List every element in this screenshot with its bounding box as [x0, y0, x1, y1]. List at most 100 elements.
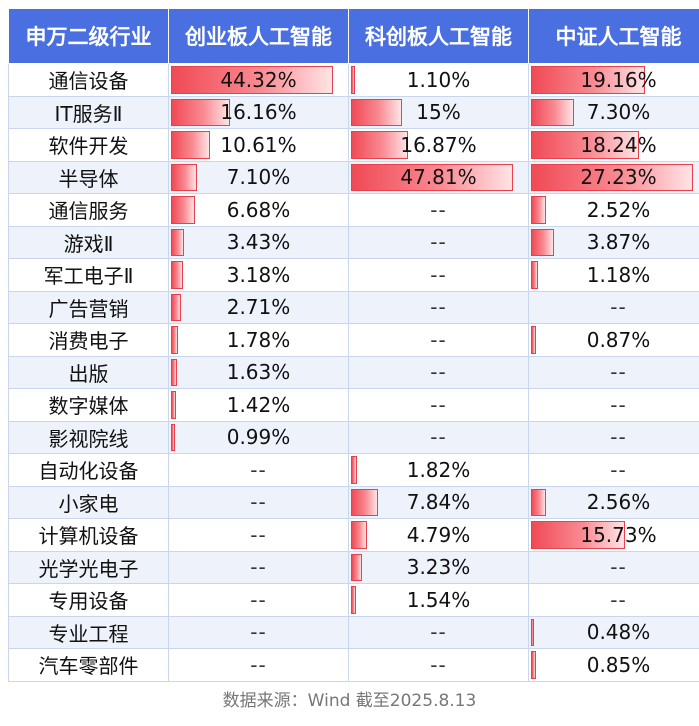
weight-bar: [171, 228, 184, 256]
cell-chinext-ai: 10.61%: [168, 128, 349, 162]
weight-bar: [531, 98, 574, 126]
cell-chinext-ai: --: [168, 583, 349, 617]
industry-name: 游戏Ⅱ: [8, 225, 169, 259]
weight-bar: [171, 131, 210, 159]
cell-csi-ai: 18.24%: [528, 128, 699, 162]
empty-value: --: [250, 620, 267, 645]
cell-chinext-ai: --: [168, 648, 349, 682]
industry-name: 影视院线: [8, 420, 169, 454]
weight-value: 3.23%: [406, 555, 471, 580]
cell-csi-ai: 27.23%: [528, 160, 699, 194]
empty-value: --: [430, 360, 447, 385]
industry-name: 小家电: [8, 485, 169, 519]
empty-value: --: [610, 457, 627, 482]
weight-value: 16.16%: [220, 100, 297, 125]
cell-chinext-ai: 6.68%: [168, 193, 349, 227]
cell-csi-ai: --: [528, 550, 699, 584]
empty-value: --: [430, 620, 447, 645]
cell-chinext-ai: 3.18%: [168, 258, 349, 292]
cell-csi-ai: 1.18%: [528, 258, 699, 292]
cell-chinext-ai: 1.63%: [168, 355, 349, 389]
table-header-row: 申万二级行业 创业板人工智能 科创板人工智能 中证人工智能: [8, 8, 699, 64]
industry-name: IT服务Ⅱ: [8, 95, 169, 129]
weight-value: 4.79%: [406, 522, 471, 547]
cell-star-ai: 1.54%: [348, 583, 529, 617]
cell-star-ai: --: [348, 193, 529, 227]
weight-value: 0.87%: [586, 327, 651, 352]
table-row: 军工电子Ⅱ 3.18% -- 1.18%: [8, 258, 699, 292]
weight-value: 0.99%: [226, 425, 291, 450]
empty-value: --: [430, 392, 447, 417]
cell-star-ai: --: [348, 615, 529, 649]
empty-value: --: [430, 425, 447, 450]
weight-bar: [171, 261, 183, 289]
cell-csi-ai: --: [528, 420, 699, 454]
weight-bar: [531, 163, 693, 191]
industry-name: 专用设备: [8, 583, 169, 617]
industry-name: 半导体: [8, 160, 169, 194]
header-chinext-ai: 创业板人工智能: [168, 8, 349, 64]
weight-value: 1.82%: [406, 457, 471, 482]
table-row: 软件开发 10.61% 16.87% 18.24%: [8, 128, 699, 162]
weight-bar: [531, 651, 536, 679]
weight-bar: [171, 196, 195, 224]
weight-value: 6.68%: [226, 197, 291, 222]
weight-bar: [351, 553, 362, 581]
table-row: 通信服务 6.68% -- 2.52%: [8, 193, 699, 227]
cell-star-ai: --: [348, 258, 529, 292]
weight-value: 7.84%: [406, 490, 471, 515]
empty-value: --: [430, 327, 447, 352]
weight-value: 16.87%: [400, 132, 477, 157]
cell-star-ai: 4.79%: [348, 518, 529, 552]
weight-bar: [351, 163, 513, 191]
weight-value: 3.43%: [226, 230, 291, 255]
weight-value: 15.73%: [580, 522, 657, 547]
empty-value: --: [610, 555, 627, 580]
cell-csi-ai: 3.87%: [528, 225, 699, 259]
weight-bar: [531, 131, 639, 159]
weight-bar: [171, 326, 178, 354]
cell-star-ai: 1.82%: [348, 453, 529, 487]
cell-star-ai: --: [348, 225, 529, 259]
header-star-ai: 科创板人工智能: [348, 8, 529, 64]
industry-name: 军工电子Ⅱ: [8, 258, 169, 292]
table-row: IT服务Ⅱ 16.16% 15% 7.30%: [8, 95, 699, 129]
empty-value: --: [250, 652, 267, 677]
table-row: 专用设备 -- 1.54% --: [8, 583, 699, 617]
industry-weight-table: 申万二级行业 创业板人工智能 科创板人工智能 中证人工智能 通信设备 44.32%…: [8, 8, 699, 682]
weight-value: 3.18%: [226, 262, 291, 287]
industry-weight-table-container: 申万二级行业 创业板人工智能 科创板人工智能 中证人工智能 通信设备 44.32%…: [8, 8, 699, 682]
cell-csi-ai: 2.56%: [528, 485, 699, 519]
table-row: 游戏Ⅱ 3.43% -- 3.87%: [8, 225, 699, 259]
cell-chinext-ai: 2.71%: [168, 290, 349, 324]
header-csi-ai: 中证人工智能: [528, 8, 699, 64]
weight-value: 3.87%: [586, 230, 651, 255]
weight-bar: [351, 586, 356, 614]
empty-value: --: [430, 295, 447, 320]
weight-value: 19.16%: [580, 67, 657, 92]
weight-bar: [531, 196, 546, 224]
weight-bar: [351, 131, 408, 159]
weight-bar: [171, 98, 230, 126]
weight-bar: [171, 423, 175, 451]
cell-csi-ai: 0.48%: [528, 615, 699, 649]
table-row: 影视院线 0.99% -- --: [8, 420, 699, 454]
table-row: 出版 1.63% -- --: [8, 355, 699, 389]
cell-chinext-ai: 1.78%: [168, 323, 349, 357]
industry-name: 专业工程: [8, 615, 169, 649]
cell-star-ai: --: [348, 323, 529, 357]
empty-value: --: [430, 652, 447, 677]
table-row: 半导体 7.10% 47.81% 27.23%: [8, 160, 699, 194]
cell-chinext-ai: 44.32%: [168, 63, 349, 97]
empty-value: --: [430, 262, 447, 287]
cell-star-ai: 3.23%: [348, 550, 529, 584]
weight-bar: [531, 66, 645, 94]
weight-value: 0.85%: [586, 652, 651, 677]
industry-name: 出版: [8, 355, 169, 389]
weight-bar: [171, 358, 177, 386]
weight-value: 1.63%: [226, 360, 291, 385]
cell-chinext-ai: 3.43%: [168, 225, 349, 259]
cell-csi-ai: 0.87%: [528, 323, 699, 357]
cell-chinext-ai: --: [168, 453, 349, 487]
cell-star-ai: --: [348, 648, 529, 682]
